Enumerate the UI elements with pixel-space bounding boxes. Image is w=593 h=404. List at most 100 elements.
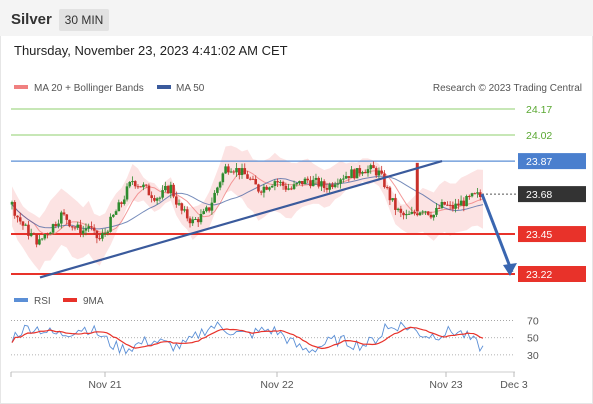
candle-body — [188, 218, 192, 224]
analysis-overlay — [39, 160, 517, 279]
candle-body — [342, 178, 345, 180]
candle-body — [259, 191, 263, 193]
candle-body — [470, 193, 474, 197]
candle-body — [136, 186, 140, 188]
candle-body — [46, 234, 49, 236]
candle-body — [144, 184, 148, 186]
candle-body — [407, 213, 411, 215]
timeframe-button[interactable]: 30 MIN — [59, 9, 109, 31]
candle-body — [13, 202, 17, 216]
candle-body — [366, 169, 370, 174]
candle-body — [194, 219, 197, 221]
candle-body — [399, 208, 403, 213]
candle-body — [257, 184, 260, 192]
candle-body — [150, 195, 153, 198]
candle-body — [139, 186, 143, 188]
candle-body — [112, 214, 115, 217]
candle-body — [213, 192, 216, 203]
rsi-legend-label: RSI — [34, 296, 51, 307]
candle-body — [415, 213, 419, 216]
candle-body — [117, 202, 121, 212]
x-tick-label-0: Nov 21 — [88, 379, 121, 391]
level-label-23.68: 23.68 — [526, 189, 552, 201]
candle-body — [295, 183, 299, 185]
candle-body — [322, 181, 326, 189]
x-tick-label-1: Nov 22 — [260, 379, 293, 391]
candle-body — [180, 203, 184, 211]
candle-body — [164, 185, 167, 191]
candle-body — [251, 178, 255, 180]
candle-body — [374, 168, 378, 176]
level-label-23.45: 23.45 — [526, 229, 552, 241]
candle-body — [191, 219, 195, 224]
candle-body — [196, 219, 200, 223]
candle-body — [125, 186, 129, 200]
candle-body — [284, 185, 288, 190]
level-badge-23.22 — [518, 266, 586, 282]
candle-body — [435, 207, 438, 215]
candle-body — [273, 181, 277, 186]
rsi-legend-swatch — [14, 298, 28, 302]
candle-body — [81, 230, 85, 234]
candle-body — [440, 201, 444, 208]
ma20-legend-label: MA 20 + Bollinger Bands — [34, 83, 144, 94]
ma50-line — [11, 175, 484, 230]
candle-body — [59, 212, 63, 224]
candle-body — [153, 197, 156, 201]
candle-body — [473, 193, 477, 195]
candle-body — [235, 168, 238, 173]
candle-body — [101, 233, 104, 239]
candle-body — [413, 211, 416, 214]
candle-body — [221, 173, 225, 183]
rsi-panel: 70 50 30 — [11, 316, 539, 362]
candle-body — [185, 209, 189, 219]
level-label-24.02: 24.02 — [526, 130, 552, 142]
ma50-legend-swatch — [157, 85, 171, 89]
candle-body — [478, 192, 482, 198]
candle-body — [62, 212, 66, 215]
ma20-legend-swatch — [14, 85, 28, 89]
candle-body — [443, 201, 446, 205]
candle-body — [114, 211, 118, 215]
candle-body — [303, 178, 307, 185]
candle-body — [106, 231, 110, 233]
candle-body — [437, 207, 441, 209]
ma9-legend-swatch — [63, 298, 77, 302]
candle-body — [70, 226, 74, 228]
candle-body — [240, 168, 244, 175]
level-label-24.17: 24.17 — [526, 104, 552, 116]
candle-body — [306, 178, 310, 181]
candle-body — [232, 171, 236, 173]
candle-body — [317, 177, 320, 187]
candle-body — [32, 233, 36, 235]
candle-body — [314, 177, 318, 180]
candle-body — [328, 184, 331, 190]
candle-body — [54, 224, 58, 226]
candle-body — [202, 211, 205, 215]
candle-body — [421, 211, 425, 213]
candle-body — [391, 198, 394, 201]
candle-body — [131, 181, 134, 183]
candle-body — [446, 204, 449, 206]
candle-body — [51, 224, 55, 233]
candle-body — [429, 214, 433, 218]
forecast-arrow-shaft — [480, 193, 514, 273]
candle-body — [109, 216, 112, 232]
candle-body — [43, 234, 47, 239]
ma50-legend-label: MA 50 — [176, 83, 205, 94]
candle-body — [224, 166, 227, 174]
candle-body — [355, 168, 359, 179]
level-label-23.22: 23.22 — [526, 269, 552, 281]
candle-body — [339, 179, 342, 184]
candle-body — [122, 199, 126, 204]
candle-body — [68, 219, 71, 227]
x-axis: Nov 21 Nov 22 Nov 23 Dec 3 — [10, 372, 528, 391]
candle-body — [394, 198, 397, 210]
candle-body — [35, 234, 38, 245]
candle-body — [142, 184, 145, 188]
candle-body — [49, 232, 52, 235]
candle-body — [175, 196, 178, 205]
rsi-tick-30: 30 — [527, 350, 539, 362]
candle-body — [331, 184, 334, 188]
candle-body — [207, 207, 211, 211]
